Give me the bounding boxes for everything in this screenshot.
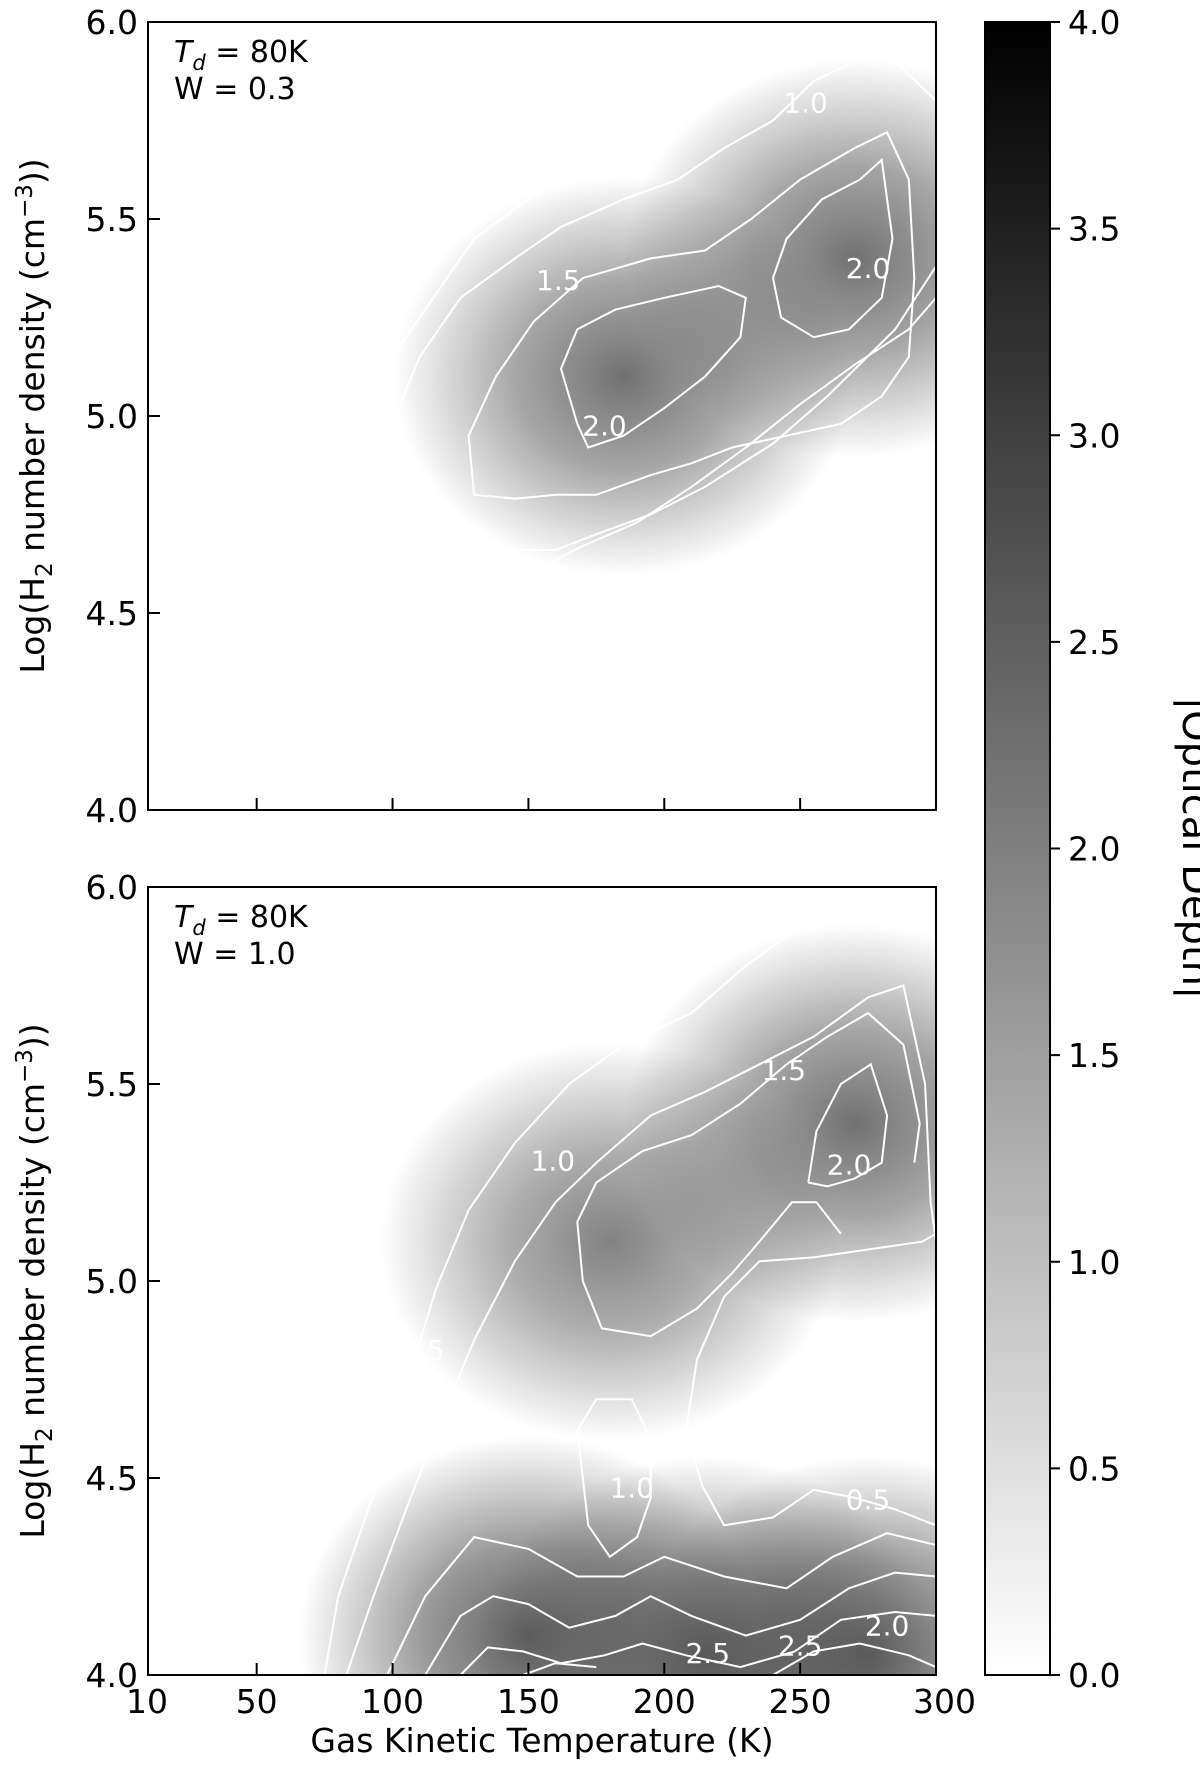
contour-line xyxy=(772,157,894,339)
xtick-label: 10 xyxy=(126,1682,168,1721)
contour-line xyxy=(345,984,937,1676)
contour-line xyxy=(581,1201,842,1338)
contour-label: 2.0 xyxy=(827,1149,872,1182)
ylabel-top-sub: 2 xyxy=(32,562,58,577)
contour-line xyxy=(772,1642,937,1676)
heatmap-bottom xyxy=(298,923,936,1675)
contour-label: 1.5 xyxy=(536,264,581,297)
ylabel-bottom-prefix: Log(H xyxy=(13,1442,52,1539)
ytick-label: 5.5 xyxy=(86,1065,138,1104)
contour-label: 1.0 xyxy=(783,87,828,120)
contour-label: 0.5 xyxy=(846,1484,891,1517)
td-value-bottom: = 80K xyxy=(206,900,309,935)
contour-line xyxy=(559,284,747,449)
contour-line xyxy=(323,886,910,1676)
td-symbol-top: T xyxy=(174,35,195,70)
contour-line xyxy=(685,1232,937,1431)
xtick-label: 100 xyxy=(361,1682,424,1721)
contour-label: 0.5 xyxy=(403,173,448,206)
colorbar-tick-label: 0.0 xyxy=(1068,1656,1120,1695)
ylabel-bottom-sub: 2 xyxy=(32,1427,58,1442)
contour-line xyxy=(467,130,916,500)
ylabel-bottom-mid: number density (cm xyxy=(13,1083,52,1427)
contour-line xyxy=(386,1532,937,1676)
contour-line xyxy=(351,297,937,626)
td-sub-top: d xyxy=(192,51,206,75)
contour-label: 2.5 xyxy=(685,1637,730,1670)
colorbar-tick-label: 3.5 xyxy=(1068,210,1120,249)
ytick-label: 4.0 xyxy=(86,791,138,830)
ylabel-top-suffix: )) xyxy=(13,158,52,184)
colorbar-tick-label: 4.0 xyxy=(1068,3,1120,42)
annotation-td-top: Td = 80K xyxy=(174,35,309,75)
heatmap-top xyxy=(393,58,936,577)
td-value-top: = 80K xyxy=(206,35,309,70)
ytick-label: 4.5 xyxy=(86,1459,138,1498)
colorbar-tick-label: 2.5 xyxy=(1068,623,1120,662)
contour-line xyxy=(807,1062,889,1188)
colorbar-tick-label: 3.0 xyxy=(1068,416,1120,455)
contour-label: 1.0 xyxy=(609,1472,654,1505)
contour-line xyxy=(576,1398,652,1559)
colorbar-gradient xyxy=(985,22,1050,1675)
colorbar-tick-label: 1.5 xyxy=(1068,1036,1120,1075)
panel-top: 0.5 1.0 1.5 2.0 2.0 4.0 4.5 5.0 5.5 6.0 Td = 80K… xyxy=(12,3,937,830)
annotation-w-top: W = 0.3 xyxy=(174,72,296,107)
td-symbol-bottom: T xyxy=(174,900,195,935)
contour-line xyxy=(522,1662,597,1676)
xlabel: Gas Kinetic Temperature (K) xyxy=(310,1721,773,1760)
contour-label: 2.0 xyxy=(582,410,627,443)
contours-top: 0.5 1.0 1.5 2.0 2.0 xyxy=(345,21,937,626)
contour-label: 2.5 xyxy=(778,1629,823,1662)
ytick-label: 5.0 xyxy=(86,1262,138,1301)
ytick-label: 6.0 xyxy=(86,868,138,907)
ytick-label: 6.0 xyxy=(86,3,138,42)
annotation-td-bottom: Td = 80K xyxy=(174,900,309,940)
contour-label: 0.5 xyxy=(400,1334,445,1367)
heat-blob xyxy=(624,923,936,1324)
heat-blob xyxy=(638,1455,936,1675)
ylabel-bottom-sup: −3 xyxy=(12,1049,38,1083)
colorbar-tick-label: 2.0 xyxy=(1068,830,1120,869)
ytick-label: 4.0 xyxy=(86,1656,138,1695)
colorbar-label: |Optical Depth| xyxy=(1173,697,1200,1000)
ytick-label: 5.5 xyxy=(86,200,138,239)
contour-line xyxy=(459,1610,937,1676)
td-sub-bottom: d xyxy=(192,916,206,940)
contour-line xyxy=(345,21,823,594)
ylabel-top-mid: number density (cm xyxy=(13,218,52,562)
ylabel-top-prefix: Log(H xyxy=(13,577,52,674)
ylabel-top: Log(H2 number density (cm−3)) xyxy=(12,158,58,673)
contour-line xyxy=(391,265,937,551)
contour-line xyxy=(576,1011,921,1282)
xtick-label: 200 xyxy=(633,1682,696,1721)
xtick-label: 150 xyxy=(497,1682,560,1721)
xtick-label: 300 xyxy=(913,1682,976,1721)
contour-line xyxy=(391,60,937,476)
contour-line xyxy=(424,1571,937,1676)
colorbar: 0.0 0.5 1.0 1.5 2.0 2.5 3.0 3.5 4.0 |Optical Dep… xyxy=(984,3,1200,1695)
xtick-label: 250 xyxy=(769,1682,832,1721)
ylabel-bottom: Log(H2 number density (cm−3)) xyxy=(12,1023,58,1538)
contour-line xyxy=(685,1430,937,1527)
contours-bottom: 0.5 0.5 1.0 1.0 1.5 2.0 2.0 2.5 2.5 xyxy=(323,886,937,1676)
contour-label: 2.0 xyxy=(846,252,891,285)
xtick-label: 50 xyxy=(236,1682,278,1721)
colorbar-tick-label: 0.5 xyxy=(1068,1449,1120,1488)
ytick-label: 5.0 xyxy=(86,397,138,436)
ytick-label: 4.5 xyxy=(86,594,138,633)
colorbar-tick-label: 1.0 xyxy=(1068,1243,1120,1282)
ylabel-top-sup: −3 xyxy=(12,184,38,218)
contour-label: 1.0 xyxy=(531,1145,576,1178)
panel-bottom: 0.5 0.5 1.0 1.0 1.5 2.0 2.0 2.5 2.5 4.0 4.5 5.0 5.5… xyxy=(12,868,976,1760)
annotation-w-bottom: W = 1.0 xyxy=(174,937,296,972)
contour-label: 2.0 xyxy=(865,1610,910,1643)
ylabel-bottom-suffix: )) xyxy=(13,1023,52,1049)
contour-label: 1.5 xyxy=(762,1054,807,1087)
